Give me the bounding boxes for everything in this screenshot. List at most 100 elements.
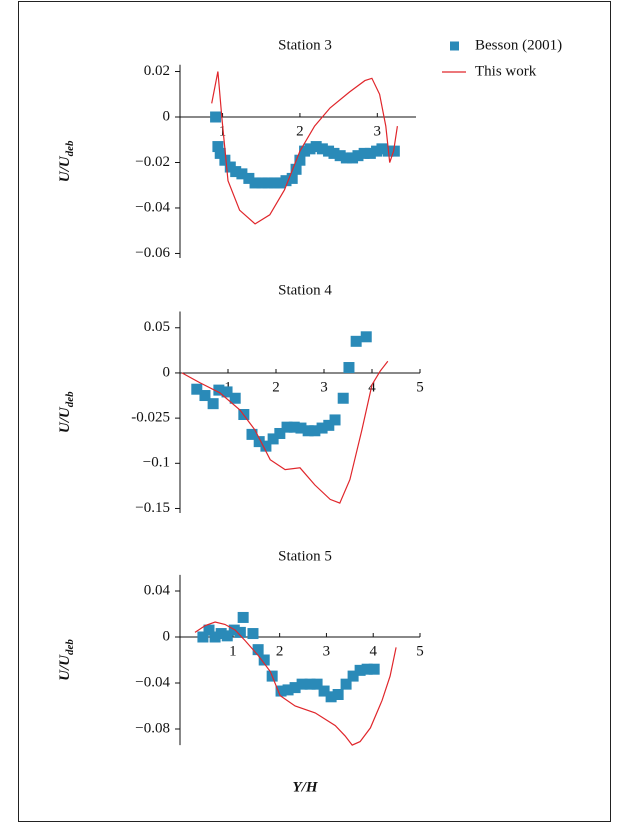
- data-point: [243, 172, 255, 184]
- data-point: [329, 414, 341, 426]
- y-axis-label: U/Udeb: [57, 639, 75, 681]
- data-point: [256, 177, 268, 189]
- data-point: [203, 624, 215, 636]
- data-point: [253, 436, 265, 448]
- y-tick-label: 0.05: [144, 319, 170, 335]
- data-point: [364, 147, 376, 159]
- data-point: [295, 422, 307, 434]
- y-tick-label: −0.04: [135, 199, 170, 215]
- data-point: [296, 678, 308, 690]
- data-point: [212, 141, 224, 153]
- data-point: [258, 654, 270, 666]
- data-point: [323, 419, 335, 431]
- data-point: [332, 689, 344, 700]
- series-line: [181, 360, 389, 504]
- x-tick-label: 2: [272, 379, 280, 395]
- y-axis-label: U/Udeb: [57, 391, 75, 433]
- data-point: [288, 421, 300, 433]
- y-tick-label: 0.04: [144, 582, 171, 598]
- data-point: [234, 626, 246, 638]
- data-point: [219, 154, 231, 166]
- data-point: [199, 390, 211, 402]
- data-point: [249, 177, 261, 189]
- frame: [18, 1, 611, 822]
- data-point: [280, 175, 292, 187]
- data-point: [325, 691, 337, 703]
- y-tick-label: 0.02: [144, 63, 170, 79]
- data-point: [316, 422, 328, 434]
- data-point: [337, 392, 349, 404]
- data-point: [289, 682, 301, 694]
- y-tick-label: −0.1: [143, 455, 170, 471]
- y-tick-label: −0.04: [135, 674, 170, 690]
- data-point: [237, 611, 249, 623]
- data-point: [275, 685, 287, 697]
- data-point: [340, 678, 352, 690]
- x-tick-label: 2: [276, 643, 284, 659]
- x-tick-label: 3: [320, 379, 328, 395]
- data-point: [207, 398, 219, 410]
- y-tick-label: −0.02: [135, 154, 170, 170]
- legend-label: This work: [475, 63, 537, 79]
- x-axis-label: Y/H: [293, 779, 319, 795]
- legend-label: Besson (2001): [475, 37, 562, 53]
- data-point: [311, 678, 323, 690]
- data-point: [334, 150, 346, 162]
- data-point: [236, 168, 248, 180]
- y-axis-label: U/Udeb: [57, 140, 75, 182]
- data-point: [229, 392, 241, 404]
- y-tick-label: −0.08: [135, 720, 170, 736]
- data-point: [246, 428, 258, 440]
- series-line: [211, 71, 398, 225]
- data-point: [340, 152, 352, 164]
- data-point: [290, 163, 302, 175]
- data-point: [368, 663, 380, 675]
- y-label-sub: deb: [64, 391, 76, 407]
- data-point: [294, 154, 306, 166]
- data-point: [354, 664, 366, 676]
- data-point: [214, 147, 226, 159]
- data-point: [343, 362, 355, 374]
- data-point: [286, 172, 298, 184]
- x-tick-label: 3: [323, 643, 331, 659]
- data-point: [221, 386, 233, 398]
- data-point: [347, 670, 359, 682]
- data-point: [215, 628, 227, 640]
- data-point: [360, 331, 372, 343]
- data-point: [376, 143, 388, 155]
- y-label-sub: deb: [64, 639, 76, 655]
- data-point: [191, 383, 203, 395]
- data-point: [262, 177, 274, 189]
- data-point: [361, 663, 373, 675]
- y-label-main: U/U: [57, 406, 73, 433]
- chart-title: Station 4: [278, 282, 332, 298]
- data-point: [318, 685, 330, 697]
- data-point: [350, 335, 362, 347]
- y-tick-label: 0: [163, 364, 171, 380]
- data-point: [213, 384, 225, 396]
- data-point: [358, 147, 370, 159]
- data-point: [304, 143, 316, 155]
- data-point: [302, 425, 314, 437]
- data-point: [281, 421, 293, 433]
- data-point: [252, 644, 264, 656]
- x-tick-label: 4: [369, 643, 377, 659]
- legend-swatch: [450, 41, 459, 51]
- data-point: [328, 147, 340, 159]
- x-tick-label: 2: [296, 123, 304, 139]
- data-point: [304, 678, 316, 690]
- data-point: [267, 433, 279, 445]
- data-point: [274, 177, 286, 189]
- x-tick-label: 5: [416, 643, 424, 659]
- y-tick-label: −0.06: [135, 245, 170, 261]
- data-point: [388, 145, 400, 157]
- y-tick-label: -0.025: [131, 410, 170, 426]
- series-line: [194, 621, 397, 746]
- y-label-sub: deb: [64, 140, 76, 156]
- data-point: [197, 631, 209, 643]
- x-tick-label: 3: [374, 123, 382, 139]
- data-point: [247, 628, 259, 640]
- y-label-main: U/U: [57, 155, 73, 182]
- y-label-main: U/U: [57, 654, 73, 681]
